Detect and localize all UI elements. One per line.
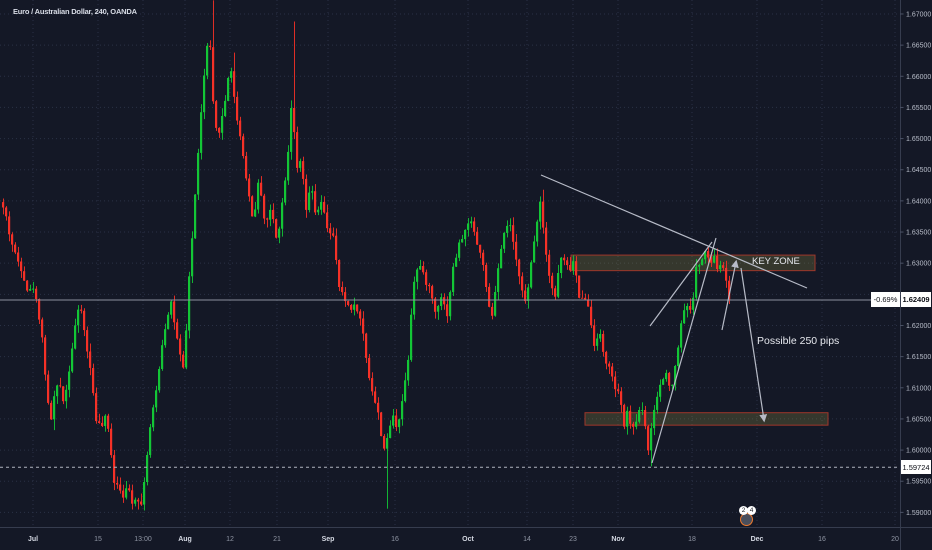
price-tick-label: 1.63500 (906, 230, 931, 237)
price-tick-label: 1.59000 (906, 510, 931, 517)
price-axis-labels: 1.67000 1.66500 1.66000 1.65500 1.65000 1.645… (900, 11, 931, 517)
target-arrow[interactable] (740, 267, 768, 423)
last-price-label: 1.62409 (901, 292, 931, 307)
price-tick-label: 1.66000 (906, 74, 931, 81)
time-tick-label: 16 (391, 536, 399, 543)
candlestick-series[interactable] (2, 0, 731, 511)
time-tick-label: Oct (462, 536, 474, 543)
symbol-title[interactable]: Euro / Australian Dollar, 240, OANDA (13, 7, 137, 16)
alert-level-label: 1.59724 (901, 460, 931, 474)
idea-marker[interactable]: 2 4 (736, 506, 762, 530)
time-tick-label: 14 (523, 536, 531, 543)
price-axis[interactable] (900, 0, 932, 527)
key-zone-label[interactable]: KEY ZONE (752, 256, 800, 267)
time-tick-label: Nov (611, 536, 624, 543)
price-tick-label: 1.67000 (906, 11, 931, 18)
time-tick-label: 12 (226, 536, 234, 543)
time-tick-label: Dec (751, 536, 764, 543)
price-tick-label: 1.61500 (906, 354, 931, 361)
price-tick-label: 1.62000 (906, 323, 931, 330)
price-tick-label: 1.64000 (906, 198, 931, 205)
price-tick-label: 1.63000 (906, 261, 931, 268)
time-tick-label: 20 (891, 536, 899, 543)
price-tick-label: 1.60000 (906, 448, 931, 455)
time-tick-label: Aug (178, 536, 192, 543)
time-tick-label: Jul (28, 536, 38, 543)
price-tick-label: 1.59500 (906, 479, 931, 486)
time-axis-labels: Jul 15 13:00 Aug 12 21 Sep 16 Oct 14 23 Nov 18 Dec 16 2… (28, 536, 899, 543)
time-tick-label: 16 (818, 536, 826, 543)
price-tick-label: 1.66500 (906, 43, 931, 50)
time-axis[interactable] (0, 527, 932, 550)
ascending-trendline-long[interactable] (651, 237, 717, 464)
time-tick-label: 23 (569, 536, 577, 543)
idea-badge-count-1: 2 (739, 506, 748, 515)
time-tick-label: 13:00 (134, 536, 152, 543)
target-annotation[interactable]: Possible 250 pips (757, 335, 840, 347)
idea-badge-count-2: 4 (747, 506, 756, 515)
price-tick-label: 1.64500 (906, 167, 931, 174)
change-percent-badge: -0.69% (871, 292, 900, 307)
breakout-arrow[interactable] (721, 259, 739, 331)
key-zone-rect[interactable] (570, 254, 816, 272)
price-tick-label: 1.65500 (906, 105, 931, 112)
ascending-trendline-short[interactable] (649, 241, 713, 327)
support-zone-rect[interactable] (584, 412, 829, 426)
time-tick-label: 21 (273, 536, 281, 543)
price-tick-label: 1.65000 (906, 136, 931, 143)
time-tick-label: 18 (688, 536, 696, 543)
price-tick-label: 1.61000 (906, 385, 931, 392)
descending-trendline[interactable] (540, 174, 808, 289)
price-tick-label: 1.60500 (906, 416, 931, 423)
time-tick-label: 15 (94, 536, 102, 543)
time-tick-label: Sep (322, 536, 335, 543)
